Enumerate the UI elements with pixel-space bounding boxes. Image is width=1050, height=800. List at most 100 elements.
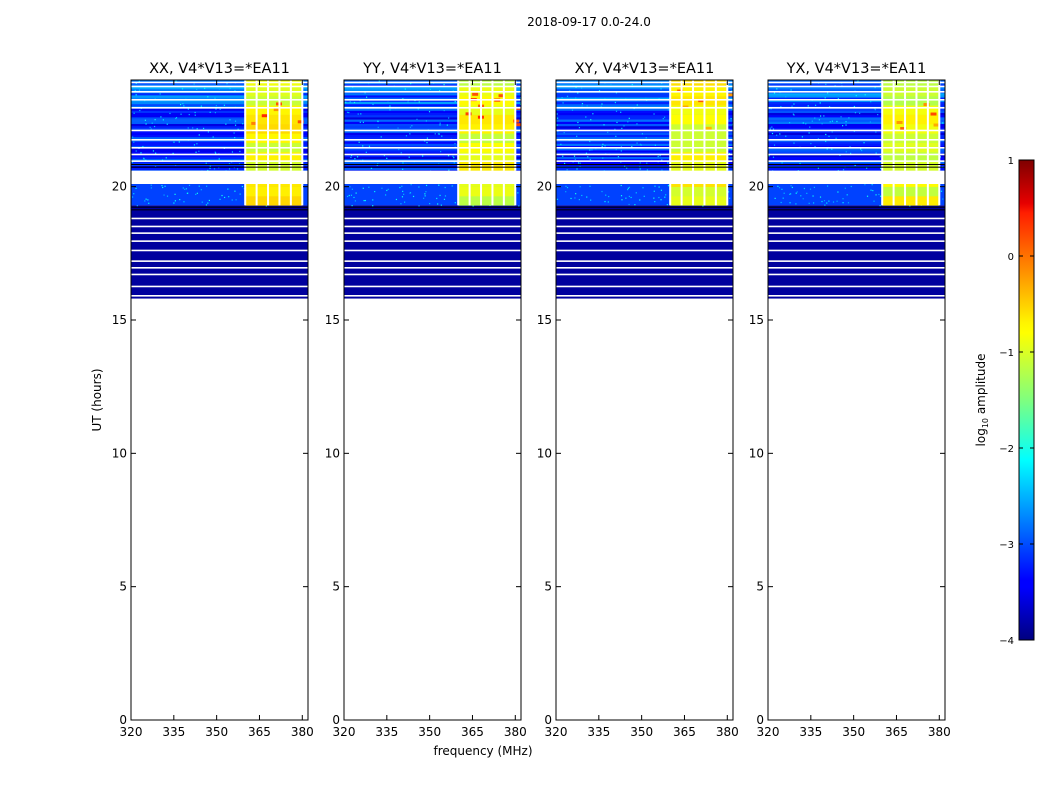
noise-speckle [812,195,814,197]
spectrum-row [131,124,308,127]
noise-speckle [802,198,804,200]
noise-speckle [556,117,559,119]
x-tick-label: 380 [928,725,951,739]
noise-speckle [400,152,402,154]
rfi-band [670,152,728,162]
noise-speckle [842,169,845,171]
noise-speckle [223,96,225,98]
noise-speckle [808,132,810,134]
noise-speckle [728,191,730,193]
noise-speckle [875,152,877,154]
flagged-row [344,295,521,297]
noise-speckle [207,131,209,133]
noise-speckle [823,115,825,117]
noise-speckle [880,167,882,170]
noise-speckle [234,120,237,122]
spectrum-row [131,148,308,151]
noise-speckle [353,196,355,199]
noise-speckle [195,151,197,153]
flagged-channel [468,184,471,206]
no-data-gap [344,170,521,184]
noise-speckle [824,204,826,206]
noise-speckle [518,205,520,207]
noise-speckle [359,121,361,123]
spectrum-row [344,93,521,96]
separator-line [556,164,733,165]
spectrum-row [768,110,945,114]
noise-speckle [389,109,391,111]
colorbar-label: log10 amplitude [974,354,990,447]
dynamic-spectrum [131,80,308,720]
spectrum-row [768,157,945,160]
noise-speckle [194,111,196,114]
noise-speckle [639,143,641,145]
spectrum-row [768,137,945,140]
noise-speckle [630,196,632,199]
noise-speckle [569,90,571,92]
noise-speckle [213,168,216,170]
noise-speckle [653,113,655,115]
flagged-row [768,217,945,220]
spectrum-row [131,84,308,87]
spectrum-row [131,141,308,145]
rfi-band [245,96,303,106]
noise-speckle [437,133,439,135]
noise-speckle [135,187,137,189]
noise-speckle [444,195,447,197]
flagged-row [768,232,945,234]
noise-speckle [807,105,809,107]
noise-speckle [221,194,223,197]
noise-speckle [560,143,562,145]
noise-speckle [448,117,450,119]
axes-frame [130,79,309,721]
spectrum-row [556,86,733,90]
noise-speckle [604,200,606,203]
flagged-channel [926,184,929,206]
noise-speckle [360,113,362,115]
noise-speckle [399,186,401,189]
flagged-channel [726,80,729,171]
flagged-channel [938,184,941,206]
separator-line [768,209,945,211]
noise-speckle [846,194,848,196]
flagged-channel [714,184,717,206]
noise-speckle [654,201,656,203]
flagged-channel [468,80,471,171]
noise-speckle [866,167,868,169]
noise-speckle [589,185,591,187]
noise-speckle [574,158,576,160]
rfi-band [882,124,940,134]
noise-speckle [186,192,189,194]
rfi-band [670,161,728,171]
noise-speckle [409,133,411,135]
noise-speckle [416,118,418,120]
flagged-channel [915,80,918,171]
flagged-row [344,129,521,132]
noise-speckle [872,189,874,192]
noise-speckle [395,198,398,201]
noise-speckle [163,194,165,196]
x-tick-label: 350 [205,725,228,739]
flagged-channel [491,80,494,171]
noise-speckle [131,196,134,198]
noise-speckle [454,100,456,103]
noise-speckle [789,202,791,204]
spectrum-row [768,126,945,129]
noise-speckle [595,148,597,150]
noise-speckle [175,117,177,120]
noise-speckle [577,162,580,164]
noise-speckle [845,151,847,153]
noise-speckle [233,132,235,134]
flagged-row [556,260,733,262]
rfi-band [670,105,728,115]
x-tick-label: 380 [504,725,527,739]
spectrum-row [131,117,308,120]
flagged-row [768,139,945,141]
noise-speckle [641,133,644,135]
noise-speckle [598,90,601,92]
noise-speckle [403,193,405,195]
rfi-peak [261,114,268,118]
flagged-channel [926,80,929,171]
noise-speckle [836,200,838,202]
noise-speckle [453,157,455,159]
